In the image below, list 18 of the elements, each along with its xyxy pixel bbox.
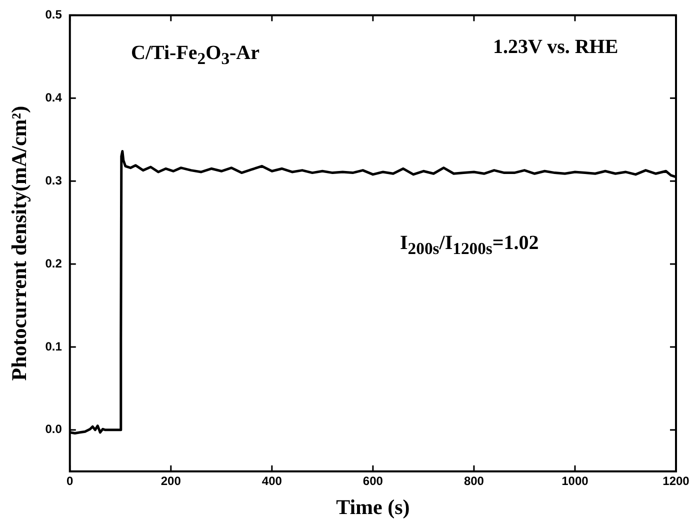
x-axis-title: Time (s) [336,494,410,519]
x-tick-label: 800 [464,474,484,488]
y-tick-label: 0.5 [45,8,62,22]
x-tick-label: 600 [362,474,384,488]
y-tick-label: 0.0 [45,422,62,436]
annotation: I$_{200s}$/I$_{1200s}$=1.02 [400,232,539,259]
y-axis-title: Photocurrent density(mA/cm²) [7,106,32,381]
y-tick-label: 0.4 [45,90,62,104]
x-tick-label: 200 [160,474,182,488]
x-tick-label: 400 [262,474,282,488]
x-tick-label: 1000 [562,474,589,488]
y-tick-label: 0.1 [45,339,62,354]
y-tick-label: 0.2 [45,256,62,270]
y-tick-label: 0.3 [45,173,62,188]
x-tick-label: 1200 [662,474,690,488]
x-tick-label: 0 [66,474,74,488]
annotation: 1.23V vs. RHE [493,36,618,59]
annotation: C/Ti-Fe$_{2}$O$_{3}$-Ar [131,42,260,69]
